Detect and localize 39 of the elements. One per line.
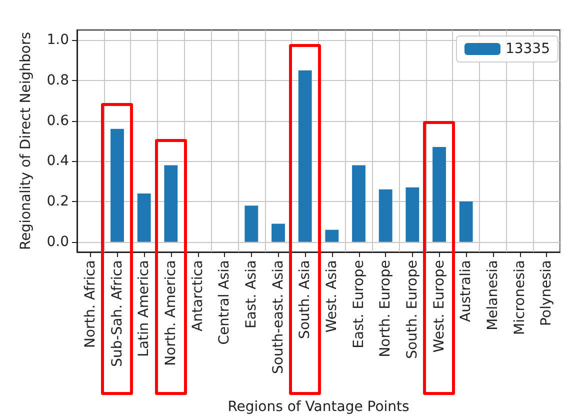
bar <box>137 193 151 242</box>
x-tick-label: Australia <box>458 260 474 322</box>
bar <box>378 189 392 242</box>
y-tick-label: 0.8 <box>46 72 69 88</box>
bar <box>459 202 473 242</box>
bar <box>110 128 124 242</box>
bar <box>272 224 285 242</box>
y-tick-label: 0.0 <box>46 234 69 250</box>
bar <box>164 165 178 242</box>
x-tick-label: South. Asia <box>297 260 314 339</box>
x-tick-label: Antarctica <box>190 260 206 332</box>
x-tick-label: North. Europe <box>378 260 394 358</box>
legend-label: 13335 <box>505 41 550 57</box>
x-tick-label: Melanesia <box>484 260 501 330</box>
y-axis-title: Regionality of Direct Neighbors <box>18 32 34 250</box>
bar <box>432 147 446 242</box>
bar <box>244 206 258 242</box>
bar <box>352 165 366 242</box>
x-tick-label: Central Asia <box>216 260 233 345</box>
x-tick-label: South-east. Asia <box>270 260 286 374</box>
y-tick-label: 1.0 <box>46 32 69 48</box>
bar <box>325 230 339 242</box>
x-tick-label: North. America <box>162 260 179 366</box>
bar <box>298 70 312 242</box>
bar <box>406 187 420 242</box>
x-tick-label: South. Europe <box>404 260 420 359</box>
x-tick-label: East. Asia <box>243 260 260 328</box>
x-tick-label: West. Europe <box>431 260 448 353</box>
x-tick-label: Latin America <box>136 260 152 357</box>
x-tick-label: West. Asia <box>324 260 340 333</box>
y-tick-label: 0.2 <box>46 194 69 210</box>
x-tick-label: Micronesia <box>512 260 528 335</box>
x-axis-title: Regions of Vantage Points <box>228 399 410 415</box>
x-tick-label: North. Africa <box>82 260 98 348</box>
x-tick-label: Sub-Sah. Africa <box>109 260 126 367</box>
y-tick-label: 0.6 <box>46 112 70 129</box>
x-tick-label: Polynesia <box>538 260 555 326</box>
x-tick-label: East. Europe <box>350 260 367 348</box>
y-tick-label: 0.4 <box>46 153 70 170</box>
